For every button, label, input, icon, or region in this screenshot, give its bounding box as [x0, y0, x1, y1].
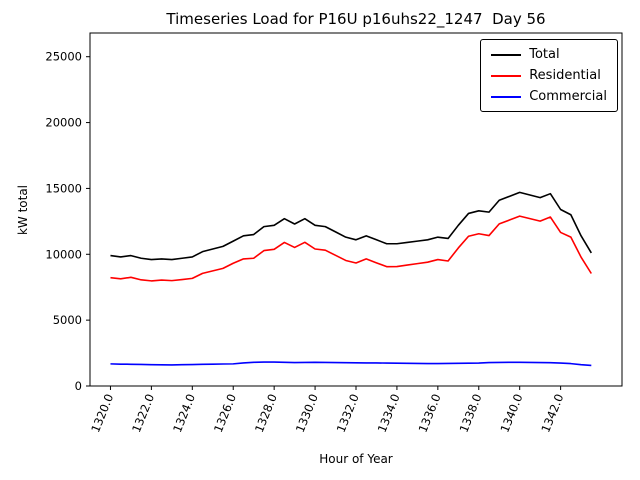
x-tick-label: 1334.0 [375, 392, 403, 435]
x-tick-label: 1324.0 [170, 392, 198, 435]
x-tick-label: 1340.0 [497, 392, 525, 435]
residential-line [110, 215, 592, 282]
x-axis-label: Hour of Year [319, 452, 393, 466]
y-tick-label: 15000 [45, 181, 82, 195]
x-tick-label: 1328.0 [252, 392, 280, 435]
y-tick-label: 0 [75, 379, 82, 393]
y-tick-label: 10000 [45, 247, 82, 261]
legend-label-residential: Residential [529, 68, 601, 83]
chart-title: Timeseries Load for P16U p16uhs22_1247 D… [166, 10, 546, 28]
legend-swatch-commercial [491, 95, 522, 98]
legend-swatch-total [491, 53, 522, 56]
x-tick-label: 1338.0 [456, 392, 484, 435]
legend: Total Residential Commercial [480, 39, 618, 112]
x-tick-label: 1322.0 [129, 392, 157, 435]
total-line [110, 191, 592, 261]
x-tick-label: 1342.0 [538, 392, 566, 435]
y-tick-label: 25000 [45, 50, 82, 64]
y-axis-label: kW total [16, 184, 30, 236]
commercial-line [110, 361, 592, 367]
legend-label-commercial: Commercial [529, 89, 607, 104]
legend-item-total: Total [489, 44, 609, 65]
x-tick-label: 1330.0 [293, 392, 321, 435]
x-tick-label: 1326.0 [211, 392, 239, 435]
legend-swatch-residential [491, 74, 522, 77]
x-tick-label: 1336.0 [416, 392, 444, 435]
legend-item-residential: Residential [489, 65, 609, 86]
x-tick-label: 1332.0 [334, 392, 362, 435]
y-tick-label: 20000 [45, 116, 82, 130]
y-tick-label: 5000 [53, 313, 82, 327]
legend-label-total: Total [529, 47, 560, 62]
x-tick-label: 1320.0 [88, 392, 116, 435]
legend-item-commercial: Commercial [489, 86, 609, 107]
